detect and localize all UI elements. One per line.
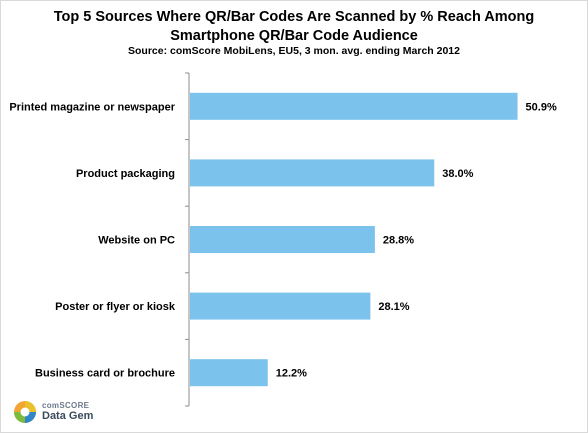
bar	[190, 92, 518, 120]
category-label: Business card or brochure	[35, 368, 175, 380]
logo-product: Data Gem	[42, 410, 94, 422]
bar	[190, 226, 375, 253]
chart-title: Top 5 Sources Where QR/Bar Codes Are Sca…	[0, 8, 588, 46]
chart-source: Source: comScore MobiLens, EU5, 3 mon. a…	[127, 45, 460, 57]
bar	[190, 359, 268, 387]
data-label: 50.9%	[526, 101, 557, 113]
data-label: 38.0%	[442, 168, 473, 180]
comscore-logo: comSCORE Data Gem	[12, 399, 122, 427]
data-label: 12.2%	[276, 368, 307, 380]
logo-brand: comSCORE	[42, 401, 90, 410]
data-label: 28.8%	[383, 235, 414, 247]
chart-title-line-2: Smartphone QR/Bar Code Audience	[170, 28, 418, 44]
comscore-droplet-icon	[14, 401, 36, 423]
bar	[190, 159, 435, 187]
category-label: Printed magazine or newspaper	[9, 101, 175, 113]
chart-title-line-1: Top 5 Sources Where QR/Bar Codes Are Sca…	[53, 9, 535, 25]
category-label: Poster or flyer or kiosk	[55, 301, 176, 313]
category-label: Product packaging	[76, 168, 175, 180]
data-label: 28.1%	[378, 301, 409, 313]
category-label: Website on PC	[98, 235, 175, 247]
bar	[190, 292, 371, 320]
